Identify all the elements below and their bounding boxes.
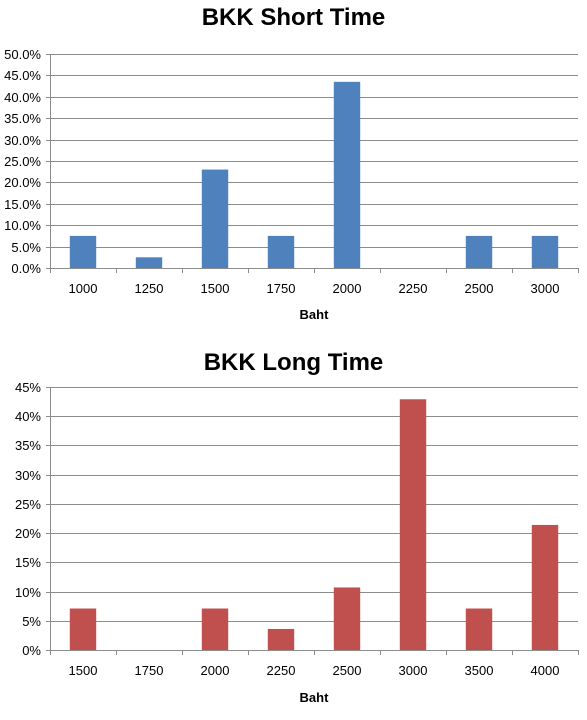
x-tick-label: 2500 — [333, 663, 362, 678]
x-tick-label: 2250 — [267, 663, 296, 678]
short-time-plot: 0.0% 5.0% 10.0% 15.0% 20.0% 25.0% 30.0% 35.0% 40… — [4, 47, 579, 322]
bar — [201, 169, 229, 268]
y-tick-label: 40% — [15, 409, 41, 424]
y-tick-label: 45.0% — [4, 68, 41, 83]
bar — [69, 235, 97, 268]
x-tick-label: 1500 — [201, 281, 230, 296]
y-tick-label: 10% — [15, 585, 41, 600]
y-tick-label: 20% — [15, 526, 41, 541]
y-tick-label: 15.0% — [4, 197, 41, 212]
x-tick-label: 2500 — [465, 281, 494, 296]
y-tick-label: 5% — [22, 614, 41, 629]
x-tick-label: 1750 — [135, 663, 164, 678]
x-axis-title: Baht — [300, 690, 330, 705]
bar — [267, 235, 295, 268]
bar — [201, 608, 229, 650]
bar — [399, 399, 427, 650]
bar — [333, 587, 361, 650]
bar — [465, 608, 493, 650]
long-time-plot: 0% 5% 10% 15% 20% 25% 30% 35% 40% 45% 1500 1750 2000… — [15, 380, 579, 705]
x-tick-label: 3000 — [399, 663, 428, 678]
y-tick-label: 40.0% — [4, 90, 41, 105]
chart-title: BKK Long Time — [203, 349, 384, 376]
bar — [267, 628, 295, 650]
bar — [135, 257, 163, 268]
bar — [333, 81, 361, 268]
x-tick-label: 2000 — [333, 281, 362, 296]
y-tick-label: 0.0% — [11, 261, 41, 276]
x-tick-label: 1000 — [69, 281, 98, 296]
x-tick-label: 3000 — [531, 281, 560, 296]
y-tick-label: 20.0% — [4, 175, 41, 190]
x-tick-label: 1500 — [69, 663, 98, 678]
chart-long-time: BKK Long Time 0% 5% 10% 15% 20% 25% 30% 35% 40% 4… — [0, 345, 587, 717]
x-tick-label: 3500 — [465, 663, 494, 678]
chart-title: BKK Short Time — [201, 4, 386, 31]
y-tick-label: 0% — [22, 643, 41, 658]
y-tick-label: 45% — [15, 380, 41, 395]
x-tick-label: 1250 — [135, 281, 164, 296]
x-tick-label: 1750 — [267, 281, 296, 296]
y-tick-label: 35% — [15, 438, 41, 453]
y-tick-label: 50.0% — [4, 47, 41, 62]
x-tick-label: 2250 — [399, 281, 428, 296]
y-tick-label: 15% — [15, 555, 41, 570]
x-tick-label: 2000 — [201, 663, 230, 678]
x-tick-label: 4000 — [531, 663, 560, 678]
bar — [531, 524, 559, 650]
bar — [531, 235, 559, 268]
y-tick-label: 30% — [15, 468, 41, 483]
y-tick-label: 25.0% — [4, 154, 41, 169]
y-tick-label: 25% — [15, 497, 41, 512]
y-tick-label: 5.0% — [11, 240, 41, 255]
chart-short-time: BKK Short Time 0.0% 5.0% 10.0% 15.0% 20.0% 25… — [0, 0, 587, 335]
x-axis-title: Baht — [300, 307, 330, 322]
y-tick-label: 30.0% — [4, 133, 41, 148]
bar — [69, 608, 97, 650]
y-tick-label: 35.0% — [4, 111, 41, 126]
bar — [465, 235, 493, 268]
y-tick-label: 10.0% — [4, 218, 41, 233]
